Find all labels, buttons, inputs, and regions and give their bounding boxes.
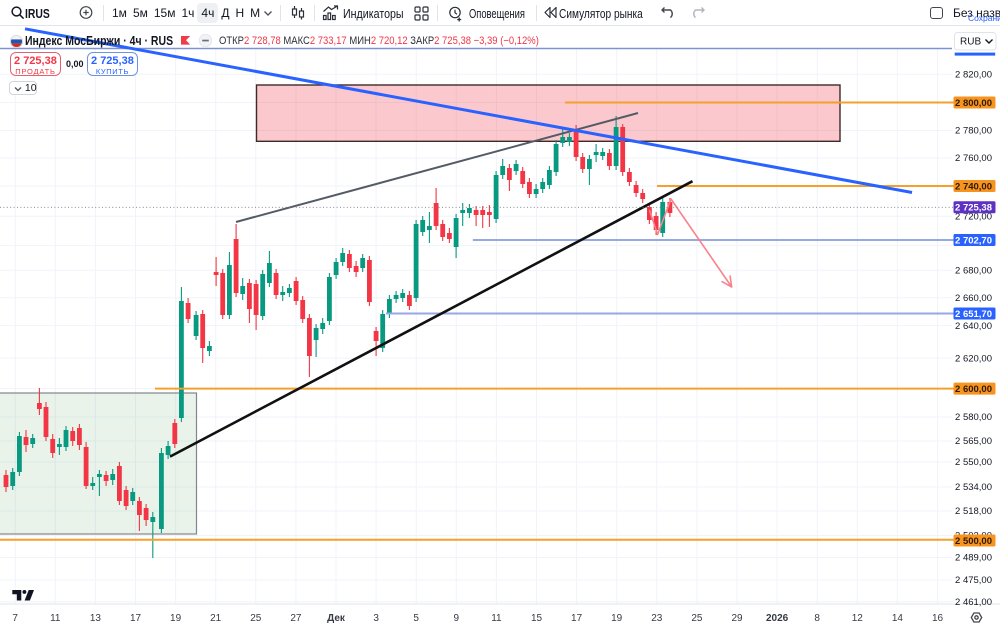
svg-text:11: 11: [50, 613, 61, 624]
svg-text:25: 25: [250, 613, 262, 624]
svg-text:2 550,00: 2 550,00: [955, 457, 992, 468]
svg-text:2 475,00: 2 475,00: [955, 575, 992, 586]
svg-text:2 640,00: 2 640,00: [955, 321, 992, 332]
svg-text:2 461,00: 2 461,00: [955, 597, 992, 608]
svg-text:2 580,00: 2 580,00: [955, 412, 992, 423]
svg-text:2 820,00: 2 820,00: [955, 70, 992, 81]
svg-text:2 720,00: 2 720,00: [955, 212, 992, 223]
svg-text:2 565,00: 2 565,00: [955, 436, 992, 447]
svg-text:19: 19: [170, 613, 182, 624]
svg-text:12: 12: [852, 613, 864, 624]
svg-text:2 489,00: 2 489,00: [955, 553, 992, 564]
svg-text:17: 17: [571, 613, 583, 624]
svg-text:17: 17: [130, 613, 142, 624]
svg-text:2 651,70: 2 651,70: [955, 309, 992, 320]
svg-text:2 780,00: 2 780,00: [955, 126, 992, 137]
svg-text:9: 9: [454, 613, 460, 624]
svg-text:2 702,70: 2 702,70: [955, 235, 992, 246]
svg-text:11: 11: [491, 613, 502, 624]
svg-text:RUB: RUB: [960, 37, 981, 48]
svg-text:14: 14: [892, 613, 904, 624]
svg-text:2 500,00: 2 500,00: [955, 536, 992, 547]
svg-text:2 800,00: 2 800,00: [955, 98, 992, 109]
svg-text:5: 5: [413, 613, 419, 624]
svg-text:2 534,00: 2 534,00: [955, 482, 992, 493]
svg-text:16: 16: [932, 613, 944, 624]
svg-text:27: 27: [290, 613, 302, 624]
svg-text:2026: 2026: [766, 613, 789, 624]
svg-text:25: 25: [691, 613, 703, 624]
svg-text:8: 8: [814, 613, 820, 624]
svg-text:2 518,00: 2 518,00: [955, 506, 992, 517]
svg-text:2 740,00: 2 740,00: [955, 181, 992, 192]
svg-text:2 600,00: 2 600,00: [955, 384, 992, 395]
svg-text:Дек: Дек: [327, 613, 346, 624]
svg-text:2 760,00: 2 760,00: [955, 153, 992, 164]
svg-text:2 680,00: 2 680,00: [955, 265, 992, 276]
svg-text:29: 29: [731, 613, 743, 624]
svg-text:2 660,00: 2 660,00: [955, 293, 992, 304]
svg-text:19: 19: [611, 613, 623, 624]
svg-text:13: 13: [90, 613, 102, 624]
svg-text:7: 7: [12, 613, 18, 624]
svg-text:2 725,38: 2 725,38: [955, 203, 992, 214]
svg-text:3: 3: [373, 613, 379, 624]
svg-text:23: 23: [651, 613, 663, 624]
svg-text:15: 15: [531, 613, 543, 624]
svg-text:2 620,00: 2 620,00: [955, 353, 992, 364]
svg-text:21: 21: [210, 613, 222, 624]
